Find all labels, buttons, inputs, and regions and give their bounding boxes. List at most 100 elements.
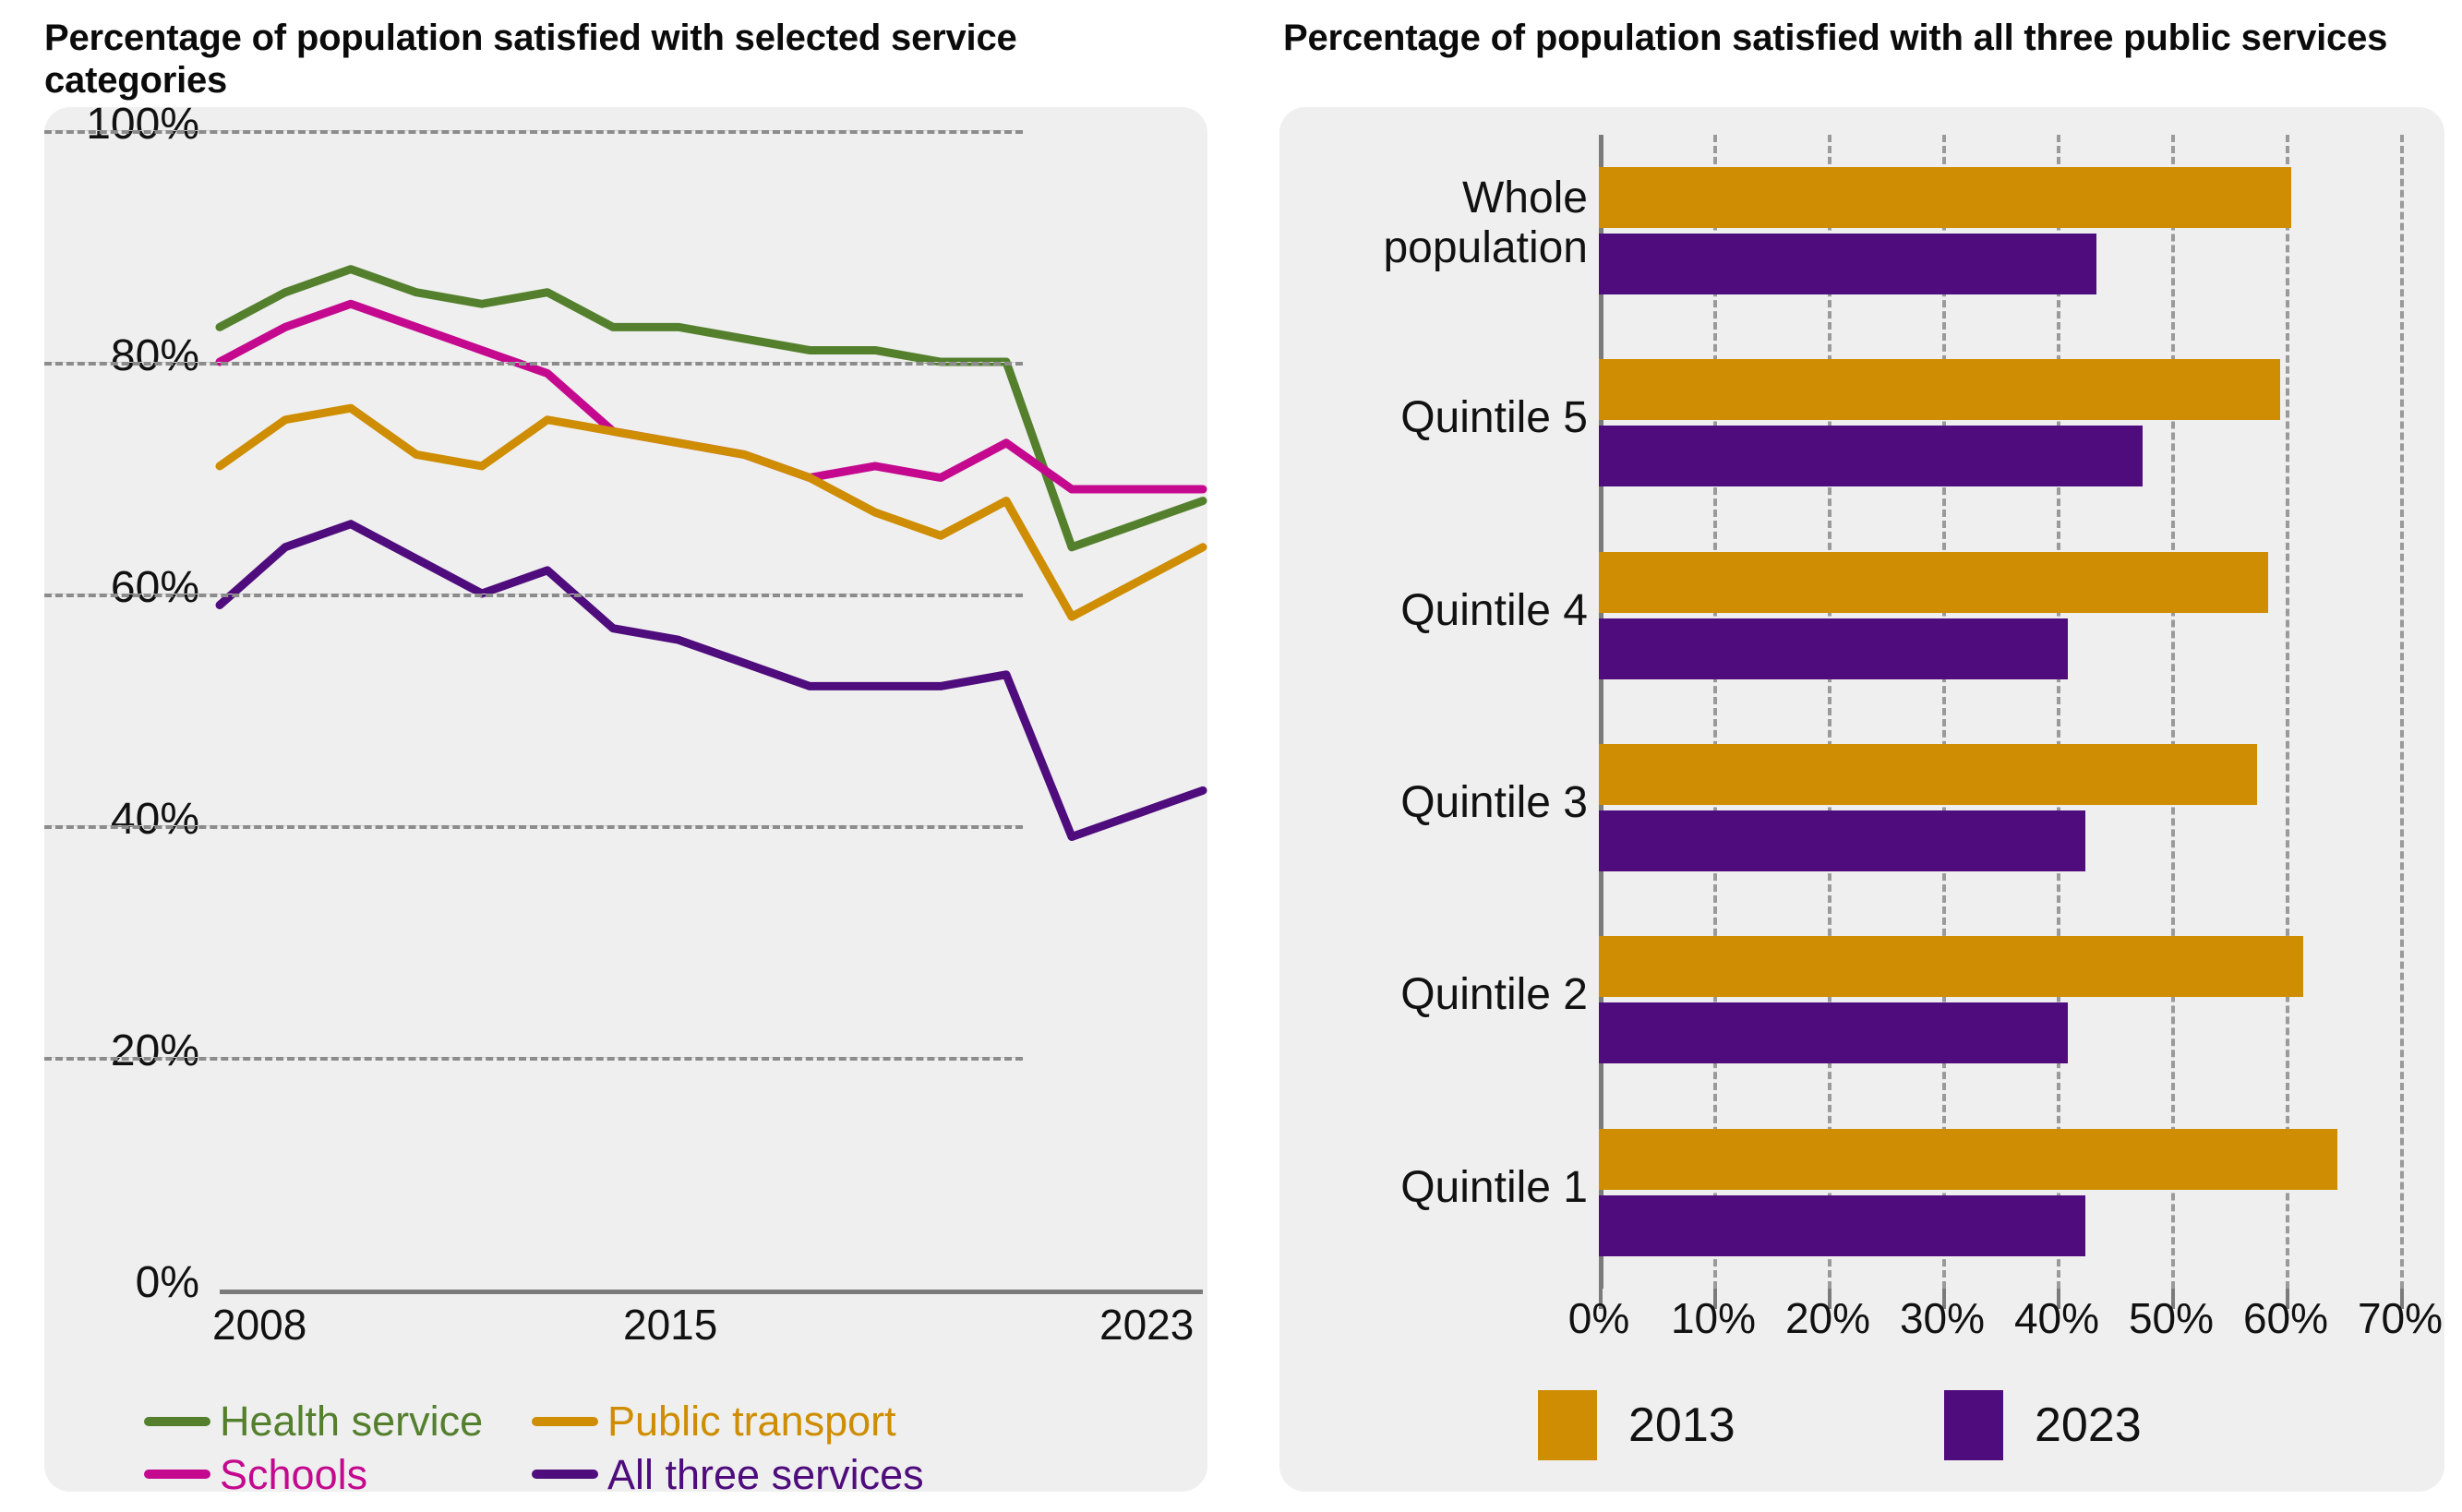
left-chart-card: 100% 80% 60% 40% 20% 0% 2008 2015 2023 Health s… xyxy=(44,100,1207,1498)
bar-chart-x-tick-label: 10% xyxy=(1670,1294,1757,1342)
legend-item-2023[interactable]: 2023 xyxy=(1944,1390,2350,1460)
bar-chart-y-axis-line xyxy=(1599,135,1603,1289)
bar-2013[interactable] xyxy=(1599,1128,2337,1190)
legend-swatch-public-transport xyxy=(532,1416,598,1426)
line-chart-y-tick-label: 20% xyxy=(110,1026,199,1075)
right-chart-title: Percentage of population satisfied with … xyxy=(1283,18,2388,58)
bar-category-label-line: population xyxy=(1383,222,1588,272)
bar-chart-x-tick-label: 20% xyxy=(1784,1294,1871,1342)
line-chart-y-tick-label: 0% xyxy=(135,1258,199,1307)
bar-2013[interactable] xyxy=(1599,744,2257,806)
bar-2023[interactable] xyxy=(1599,426,2143,487)
legend-label-2023: 2023 xyxy=(2035,1398,2142,1452)
bar-category-label: Quintile 2 xyxy=(1400,970,1588,1020)
legend-swatch-all-three-services xyxy=(532,1470,598,1480)
bar-2023[interactable] xyxy=(1599,1194,2085,1256)
line-chart-gridline xyxy=(44,362,1023,366)
legend-item-public-transport[interactable]: Public transport xyxy=(532,1395,975,1448)
bar-chart-x-tick xyxy=(1713,1289,1717,1309)
bar-group: Whole population xyxy=(1383,135,2400,327)
bar-group: Quintile 4 xyxy=(1400,520,2400,712)
legend-swatch-2013 xyxy=(1538,1390,1597,1460)
line-chart-gridline xyxy=(44,594,1023,597)
bar-2023[interactable] xyxy=(1599,618,2069,679)
line-chart-x-tick-label: 2023 xyxy=(1099,1301,1195,1349)
bar-chart-plot-area: Whole population Quintile 5 Quintile 4 Quint… xyxy=(1383,135,2404,1309)
line-chart-x-tick-label: 2008 xyxy=(212,1301,307,1349)
bar-chart-x-tick-label: 60% xyxy=(2242,1294,2329,1342)
bar-chart-x-tick xyxy=(1942,1289,1946,1309)
bar-chart-x-tick-label: 70% xyxy=(2357,1294,2444,1342)
bar-chart-x-tick-label: 40% xyxy=(2013,1294,2100,1342)
line-series-health-service xyxy=(215,265,1207,552)
line-chart-gridline xyxy=(44,130,1023,134)
legend-label-all-three-services: All three services xyxy=(607,1450,924,1498)
legend-label-2013: 2013 xyxy=(1628,1398,1735,1452)
line-chart-x-axis-line xyxy=(220,1290,1203,1294)
right-chart-card: Whole population Quintile 5 Quintile 4 Quint… xyxy=(1279,107,2444,1492)
bar-chart-gridline xyxy=(2057,135,2060,1289)
bar-category-label: Quintile 3 xyxy=(1400,778,1588,828)
right-panel: Percentage of population satisfied with … xyxy=(1246,0,2462,1512)
bar-chart-x-tick-label: 0% xyxy=(1567,1294,1630,1342)
left-chart-title: Percentage of population satisfied with … xyxy=(44,18,1017,102)
line-chart-series-group xyxy=(215,265,1207,842)
bar-chart-x-tick xyxy=(2400,1289,2404,1309)
bar-group: Quintile 5 xyxy=(1400,327,2400,519)
bar-2023[interactable] xyxy=(1599,1002,2069,1064)
bar-category-label: Quintile 5 xyxy=(1400,393,1588,443)
legend-row-1: Health service Public transport xyxy=(144,1395,1196,1448)
legend-item-health-service[interactable]: Health service xyxy=(144,1395,532,1448)
bar-chart-gridline xyxy=(2286,135,2289,1289)
bar-chart-gridline xyxy=(1828,135,1831,1289)
bar-category-label-line: Whole xyxy=(1461,174,1588,223)
bar-category-label: Quintile 4 xyxy=(1400,585,1588,635)
bar-chart-x-tick-label: 50% xyxy=(2128,1294,2215,1342)
bar-2023[interactable] xyxy=(1599,810,2085,872)
legend-swatch-schools xyxy=(144,1470,210,1480)
line-chart-plot-area xyxy=(215,130,1207,1289)
line-series-all-three-services xyxy=(215,520,1207,842)
bar-2013[interactable] xyxy=(1599,936,2303,998)
bar-chart-x-tick xyxy=(1599,1289,1603,1309)
legend-row-2: Schools All three services xyxy=(144,1448,1196,1502)
bar-chart-x-tick xyxy=(1828,1289,1831,1309)
line-chart-y-tick-label: 60% xyxy=(110,563,199,612)
legend-label-health-service: Health service xyxy=(220,1398,484,1445)
legend-item-schools[interactable]: Schools xyxy=(144,1448,532,1502)
bar-chart-gridline xyxy=(2400,135,2404,1289)
legend-swatch-2023 xyxy=(1944,1390,2003,1460)
line-series-public-transport xyxy=(215,403,1207,621)
bar-group: Quintile 1 xyxy=(1400,1097,2400,1289)
bar-chart-legend: 2013 2023 xyxy=(1538,1390,2424,1460)
line-chart-gridline xyxy=(44,825,1023,829)
bar-chart-x-tick xyxy=(2057,1289,2060,1309)
line-chart-gridline xyxy=(44,1057,1023,1061)
legend-label-schools: Schools xyxy=(220,1450,368,1498)
bar-category-label: Whole population xyxy=(1200,174,1588,273)
legend-swatch-health-service xyxy=(144,1416,210,1426)
legend-label-public-transport: Public transport xyxy=(607,1398,896,1445)
bar-2023[interactable] xyxy=(1599,234,2097,295)
bar-chart-gridline xyxy=(1942,135,1946,1289)
legend-item-2013[interactable]: 2013 xyxy=(1538,1390,1944,1460)
bar-2013[interactable] xyxy=(1599,551,2269,613)
line-chart-y-tick-label: 40% xyxy=(110,795,199,844)
bar-group: Quintile 2 xyxy=(1400,904,2400,1096)
line-chart-y-tick-label: 100% xyxy=(86,100,199,149)
bar-chart-gridline xyxy=(2171,135,2175,1289)
bar-2013[interactable] xyxy=(1599,359,2280,421)
bar-chart-x-tick xyxy=(2171,1289,2175,1309)
bar-chart-gridline xyxy=(1713,135,1717,1289)
bar-category-label: Quintile 1 xyxy=(1400,1162,1588,1212)
line-chart-x-tick-label: 2015 xyxy=(623,1301,718,1349)
bar-group: Quintile 3 xyxy=(1400,712,2400,904)
line-chart-y-tick-label: 80% xyxy=(110,331,199,380)
line-chart-legend: Health service Public transport Schools … xyxy=(144,1395,1196,1501)
bar-chart-x-tick-label: 30% xyxy=(1899,1294,1986,1342)
bar-2013[interactable] xyxy=(1599,167,2292,229)
left-panel: Percentage of population satisfied with … xyxy=(44,18,1207,1498)
legend-item-all-three-services[interactable]: All three services xyxy=(532,1448,975,1502)
bar-chart-x-tick xyxy=(2286,1289,2289,1309)
